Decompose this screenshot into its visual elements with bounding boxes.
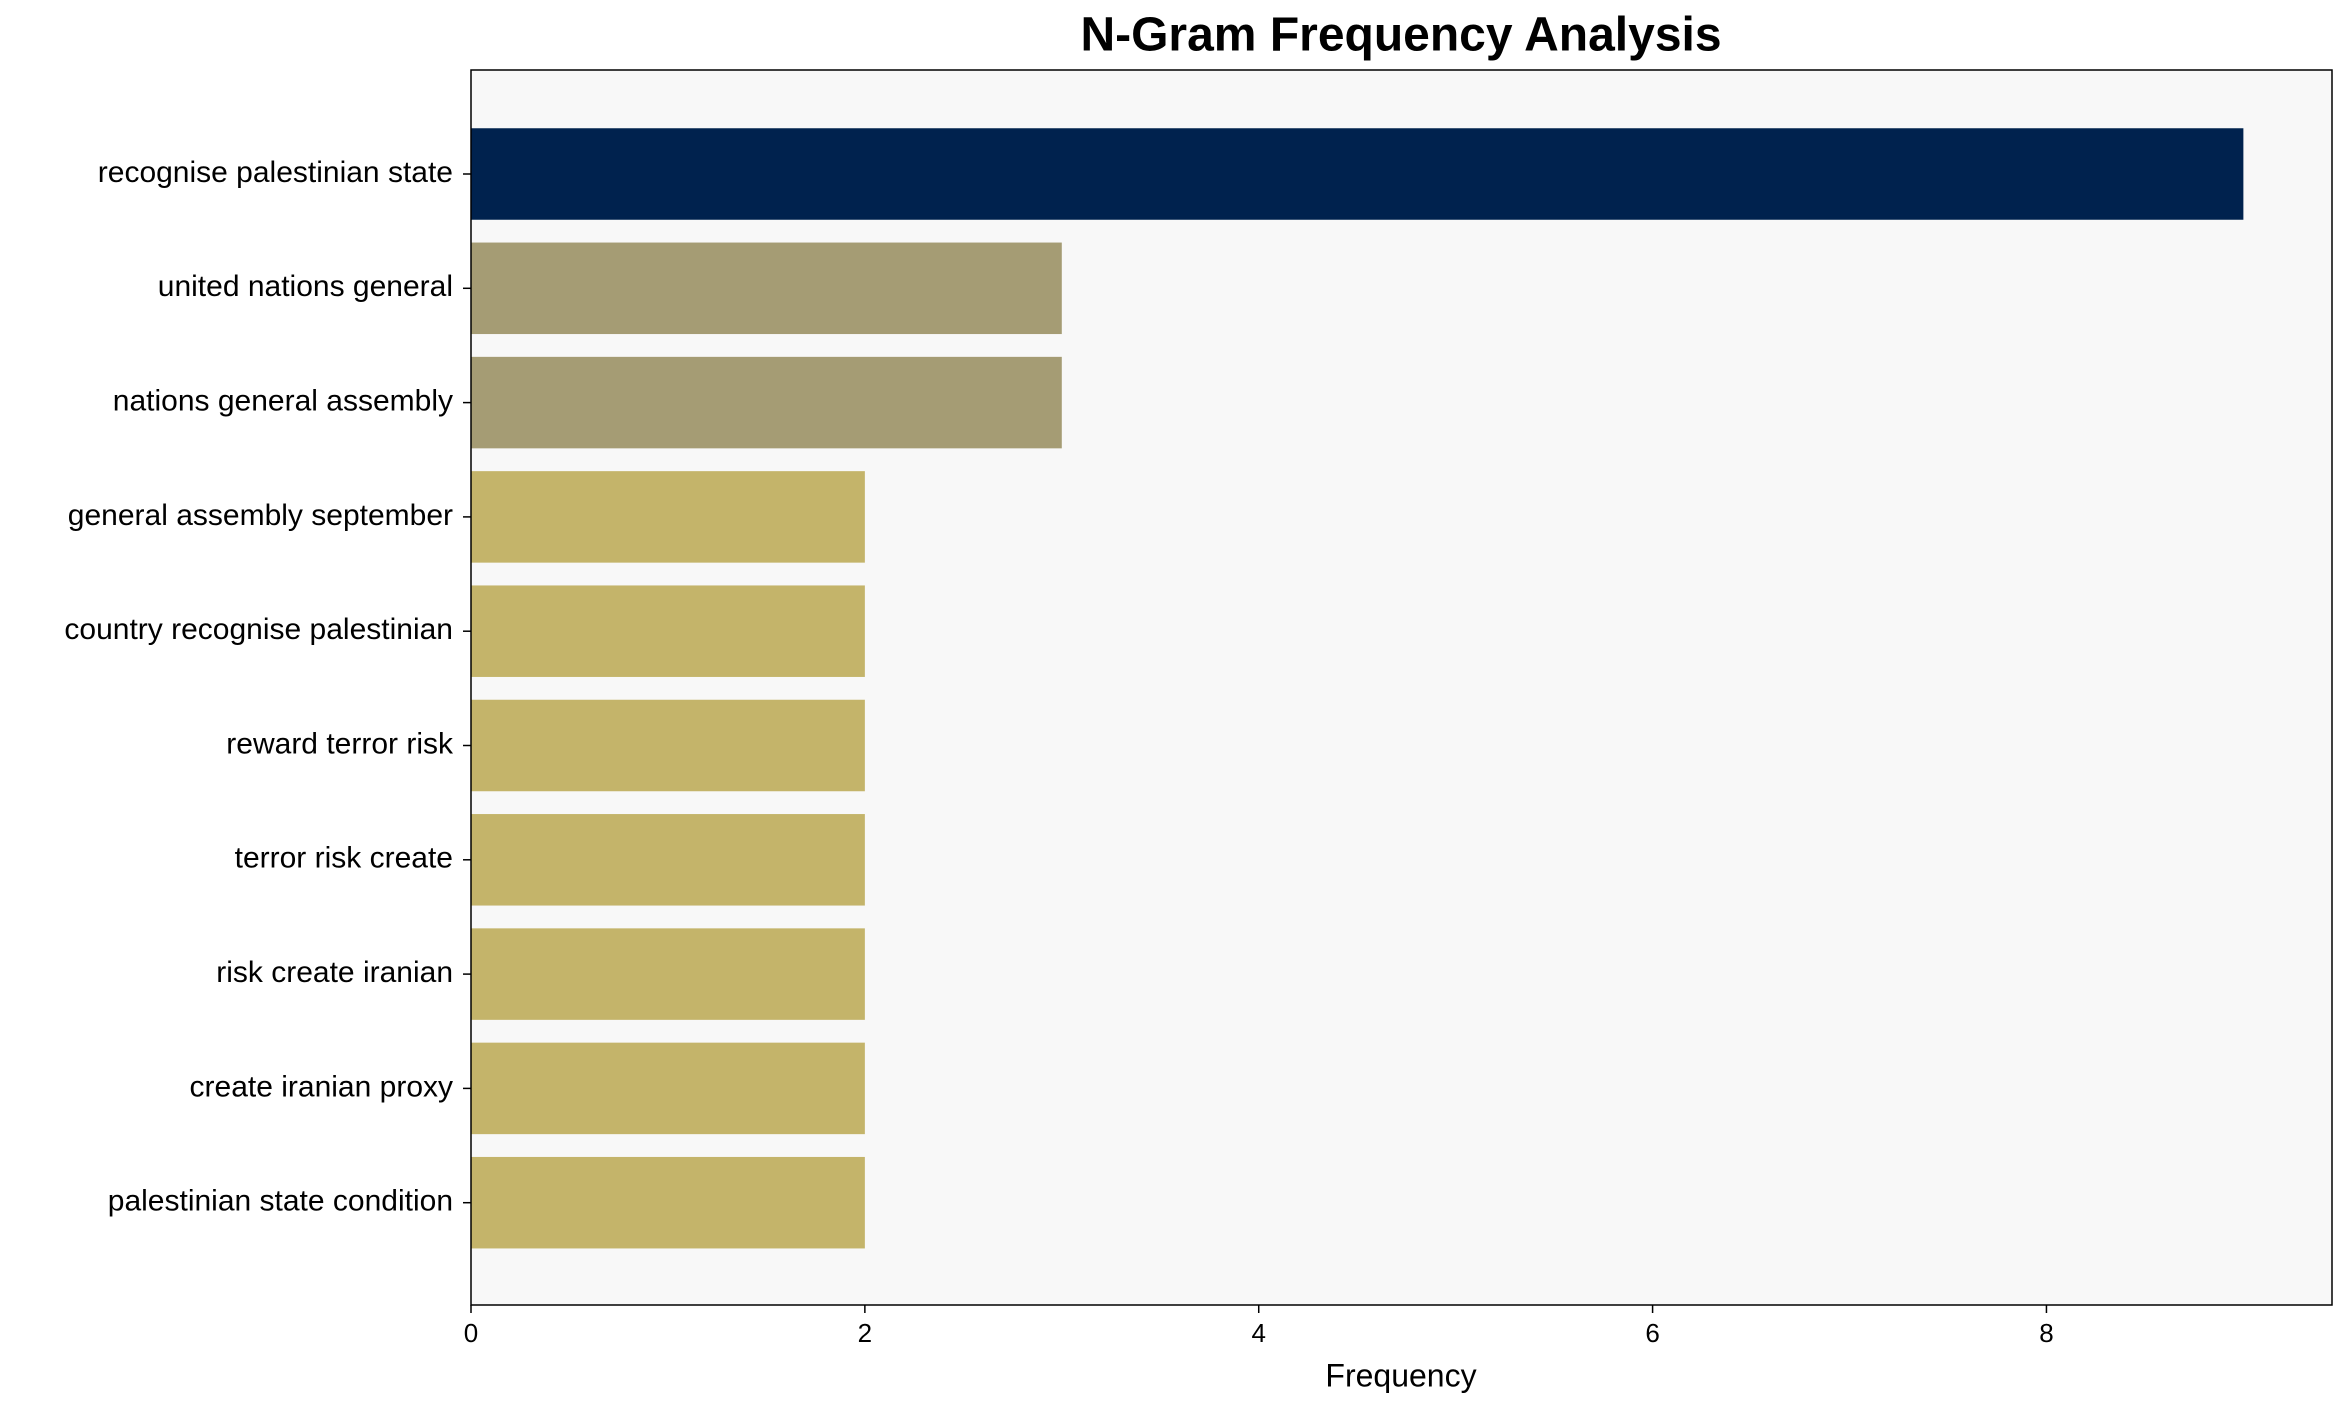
- y-tick-label: nations general assembly: [113, 385, 453, 418]
- bar: [471, 471, 865, 563]
- bar: [471, 814, 865, 906]
- x-tick-label: 8: [2039, 1318, 2053, 1348]
- x-tick-label: 0: [464, 1318, 478, 1348]
- y-tick-label: create iranian proxy: [190, 1070, 453, 1103]
- bar: [471, 699, 865, 792]
- bar: [471, 928, 865, 1020]
- y-tick-label: recognise palestinian state: [98, 156, 453, 189]
- bar: [471, 1042, 865, 1135]
- x-tick-label: 2: [858, 1318, 872, 1348]
- bar: [471, 585, 865, 677]
- bar: [471, 242, 1062, 335]
- y-tick-label: reward terror risk: [226, 727, 454, 760]
- y-tick-label: united nations general: [158, 270, 453, 303]
- plot-frame: [470, 69, 2333, 1306]
- y-tick-label: general assembly september: [68, 499, 453, 532]
- x-tick-label: 4: [1251, 1318, 1265, 1348]
- bar: [471, 128, 2244, 220]
- y-tick-label: country recognise palestinian: [64, 613, 453, 646]
- chart-title: N-Gram Frequency Analysis: [1080, 9, 1721, 62]
- y-tick-label: risk create iranian: [216, 956, 453, 989]
- bar: [471, 1156, 865, 1249]
- y-tick-label: palestinian state condition: [108, 1185, 453, 1218]
- bar: [471, 356, 1062, 449]
- y-tick-label: terror risk create: [235, 842, 453, 875]
- x-axis-label: Frequency: [1325, 1357, 1476, 1393]
- x-tick-label: 6: [1645, 1318, 1659, 1348]
